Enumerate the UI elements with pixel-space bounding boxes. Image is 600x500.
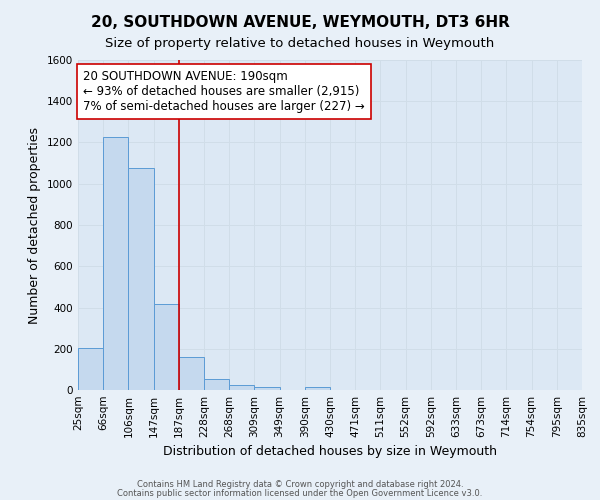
Bar (103, 138, 128, 390)
Text: 20 SOUTHDOWN AVENUE: 190sqm
← 93% of detached houses are smaller (2,915)
7% of s: 20 SOUTHDOWN AVENUE: 190sqm ← 93% of det… (83, 70, 365, 113)
Bar (78, 348, 103, 390)
Bar (179, 357, 204, 390)
Bar (254, 387, 280, 390)
Text: Contains HM Land Registry data © Crown copyright and database right 2024.: Contains HM Land Registry data © Crown c… (137, 480, 463, 489)
Bar (229, 385, 254, 390)
X-axis label: Distribution of detached houses by size in Weymouth: Distribution of detached houses by size … (163, 446, 497, 458)
Text: Size of property relative to detached houses in Weymouth: Size of property relative to detached ho… (106, 38, 494, 51)
Text: 20, SOUTHDOWN AVENUE, WEYMOUTH, DT3 6HR: 20, SOUTHDOWN AVENUE, WEYMOUTH, DT3 6HR (91, 15, 509, 30)
Bar (204, 378, 229, 390)
Bar (305, 387, 330, 390)
Y-axis label: Number of detached properties: Number of detached properties (28, 126, 41, 324)
Bar (154, 304, 179, 390)
Bar (128, 168, 154, 390)
Text: Contains public sector information licensed under the Open Government Licence v3: Contains public sector information licen… (118, 488, 482, 498)
